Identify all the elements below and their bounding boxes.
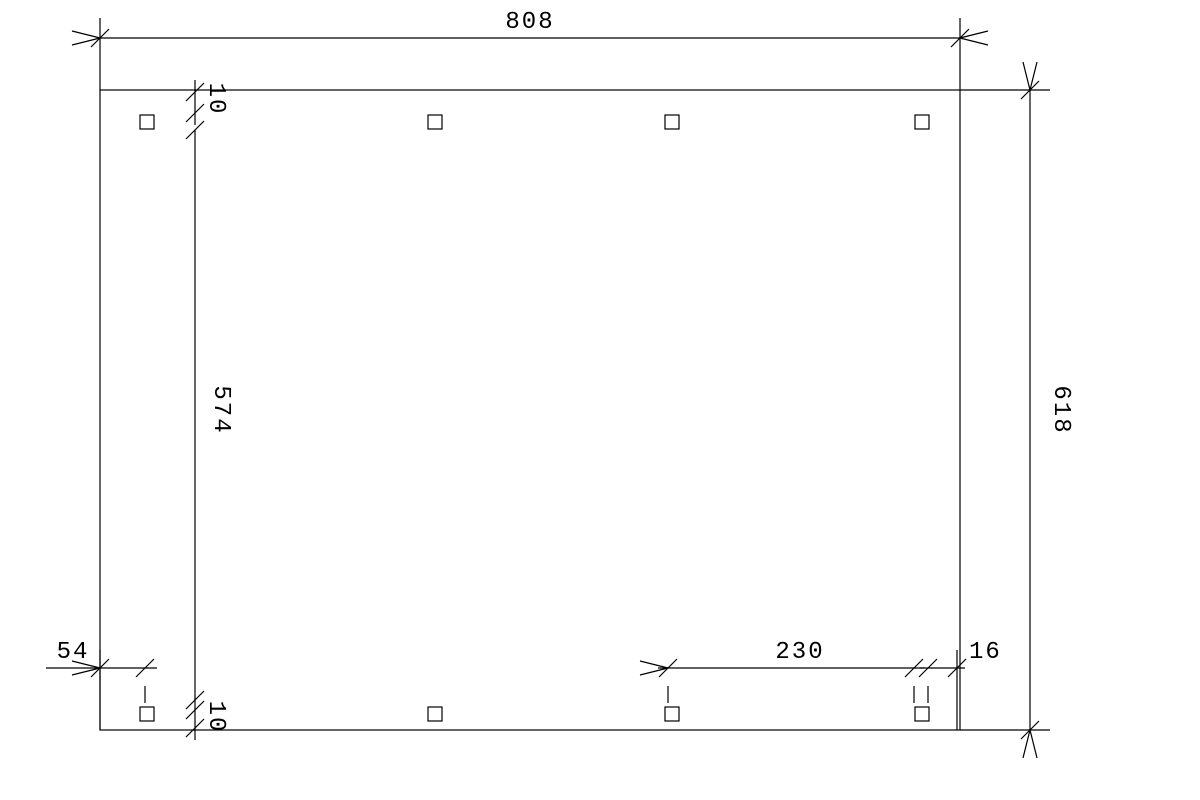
post-4 xyxy=(915,115,929,129)
post-6 xyxy=(428,707,442,721)
post-8 xyxy=(915,707,929,721)
dim-span-230: 230 xyxy=(775,639,824,666)
dim-height-574: 574 xyxy=(207,385,234,434)
dim-height-618: 618 xyxy=(1047,385,1074,434)
post-7 xyxy=(665,707,679,721)
dim-width-808: 808 xyxy=(505,9,554,36)
dim-small-10-top: 10 xyxy=(202,83,229,116)
post-1 xyxy=(140,115,154,129)
post-5 xyxy=(140,707,154,721)
dim-offset-54: 54 xyxy=(57,639,90,666)
post-3 xyxy=(665,115,679,129)
dim-offset-16: 16 xyxy=(969,639,1002,666)
dim-small-10-bottom: 10 xyxy=(202,701,229,734)
post-2 xyxy=(428,115,442,129)
technical-drawing: 808 618 574 54 230 16 10 10 xyxy=(0,0,1200,800)
